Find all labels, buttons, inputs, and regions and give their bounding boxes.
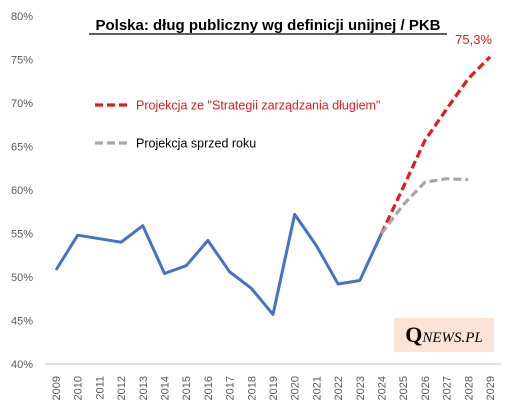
data-label: 75,3% [455,32,492,47]
x-tick-label: 2024 [377,376,389,400]
legend: Projekcja ze "Strategii zarządzania dług… [95,99,380,151]
x-tick-label: 2015 [181,376,193,400]
y-tick-label: 50% [11,272,33,284]
x-tick-label: 2019 [268,376,280,400]
annotations: 75,3% [455,32,492,47]
y-tick-label: 60% [11,185,33,197]
chart-title: Polska: dług publiczny wg definicji unij… [95,17,440,34]
logo-rest: NEWS.PL [422,330,483,346]
y-tick-label: 40% [11,359,33,371]
y-tick-label: 70% [11,98,33,110]
x-tick-label: 2028 [463,376,475,400]
y-tick-label: 45% [11,316,33,328]
x-tick-label: 2029 [485,376,497,400]
x-tick-label: 2022 [333,376,345,400]
x-tick-label: 2027 [442,376,454,400]
series-line-3 [380,177,469,235]
legend-label: Projekcja ze "Strategii zarządzania dług… [136,99,380,113]
x-tick-label: 2016 [203,376,215,400]
series-line-2 [380,55,492,235]
x-tick-label: 2020 [290,376,302,400]
legend-label: Projekcja sprzed roku [136,137,256,151]
x-tick-label: 2013 [138,376,150,400]
x-tick-label: 2009 [51,376,63,400]
y-tick-label: 55% [11,229,33,241]
x-tick-label: 2023 [355,376,367,400]
plot-series [54,55,492,316]
x-axis: 2009 2010 2011 2012 2013 2014 2015 2016 2017 2018… [51,376,497,400]
x-tick-label: 2010 [73,376,85,400]
x-tick-label: 2021 [311,376,323,400]
x-tick-label: 2017 [225,376,237,400]
x-tick-label: 2018 [246,376,258,400]
y-tick-label: 65% [11,142,33,154]
series-line-1 [54,212,383,316]
y-tick-label: 75% [11,55,33,67]
x-tick-label: 2025 [398,376,410,400]
x-tick-label: 2011 [94,376,106,400]
x-tick-label: 2026 [420,376,432,400]
y-axis: 40% 45% 50% 55% 60% 65% 70% 75% 80% [11,11,33,371]
x-tick-label: 2012 [116,376,128,400]
y-tick-label: 80% [11,11,33,23]
qnews-logo: QNEWS.PL [394,318,494,352]
logo-q: Q [405,322,423,347]
x-tick-label: 2014 [160,376,172,400]
